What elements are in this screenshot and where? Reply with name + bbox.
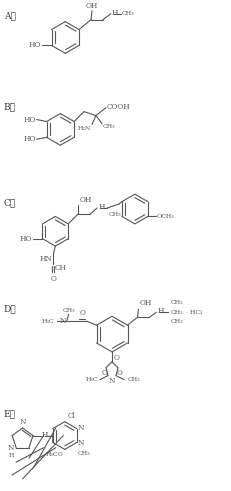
Text: H: H xyxy=(9,453,14,458)
Text: N: N xyxy=(78,424,84,432)
Text: HO: HO xyxy=(28,41,41,50)
Text: B．: B． xyxy=(4,103,16,112)
Text: O: O xyxy=(101,369,107,377)
Text: N: N xyxy=(109,377,115,384)
Text: CH₃: CH₃ xyxy=(109,212,122,217)
Text: OH: OH xyxy=(140,300,152,307)
Text: HO: HO xyxy=(19,235,31,243)
Text: HO: HO xyxy=(23,136,36,143)
Text: C．: C． xyxy=(4,199,16,208)
Text: OH: OH xyxy=(86,2,98,10)
Text: CH₃: CH₃ xyxy=(78,451,91,456)
Text: H₃C: H₃C xyxy=(42,319,55,324)
Text: H: H xyxy=(112,9,118,17)
Text: OCH₃: OCH₃ xyxy=(157,214,174,219)
Text: O: O xyxy=(80,309,85,317)
Text: CH₃: CH₃ xyxy=(103,125,116,130)
Text: O: O xyxy=(114,354,120,362)
Text: CH₃: CH₃ xyxy=(170,319,183,324)
Text: H₂N: H₂N xyxy=(78,127,91,132)
Text: H₃C: H₃C xyxy=(85,377,98,382)
Text: H: H xyxy=(157,307,164,315)
Text: O: O xyxy=(50,275,56,283)
Text: N: N xyxy=(78,439,84,447)
Text: Cl: Cl xyxy=(68,412,76,420)
Text: · HCl: · HCl xyxy=(186,310,202,315)
Text: E．: E． xyxy=(4,409,16,418)
Text: CH₃: CH₃ xyxy=(122,11,134,16)
Text: H₃CO: H₃CO xyxy=(46,452,64,457)
Text: COOH: COOH xyxy=(107,103,131,110)
Text: OH: OH xyxy=(79,196,91,204)
Text: N: N xyxy=(59,317,66,325)
Text: D．: D． xyxy=(4,304,16,313)
Text: H: H xyxy=(42,431,49,438)
Text: CH₃: CH₃ xyxy=(128,377,140,382)
Text: CH₃: CH₃ xyxy=(62,308,75,313)
Text: HO: HO xyxy=(23,115,36,124)
Text: O: O xyxy=(117,369,123,377)
Text: HN: HN xyxy=(40,255,52,263)
Text: H: H xyxy=(98,203,105,211)
Text: N: N xyxy=(19,418,26,426)
Text: N: N xyxy=(8,444,14,452)
Text: CH: CH xyxy=(54,264,66,272)
Text: A．: A． xyxy=(4,12,15,21)
Text: CH₃: CH₃ xyxy=(170,310,183,315)
Text: CH₃: CH₃ xyxy=(170,300,183,305)
